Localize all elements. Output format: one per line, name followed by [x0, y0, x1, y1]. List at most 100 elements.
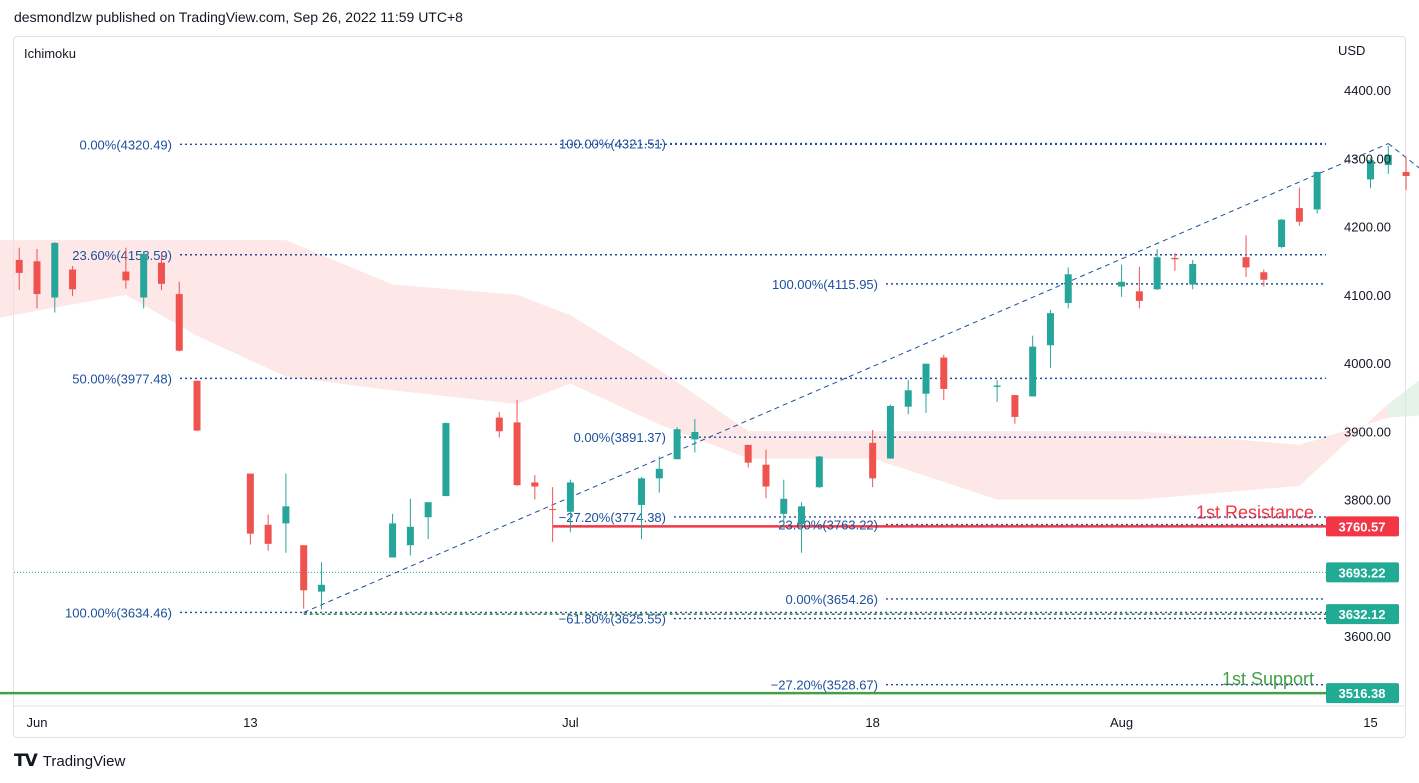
candle-body — [1046, 313, 1054, 346]
candle-up — [1064, 267, 1072, 309]
x-tick-label: 18 — [865, 715, 879, 730]
candle-down — [246, 473, 254, 545]
support-label: 1st Support — [1222, 669, 1314, 689]
fib-ext-aug-level-0-label: 0.00%(3891.37) — [573, 430, 666, 445]
candle-body — [175, 294, 183, 351]
candle-down — [122, 247, 130, 289]
candle-up — [51, 242, 59, 313]
candle-body — [869, 442, 877, 479]
candle-up — [1313, 171, 1321, 214]
candle-up — [1278, 218, 1286, 249]
candle-down — [15, 247, 23, 290]
cloud-segment — [197, 240, 286, 377]
cloud-segment — [659, 369, 749, 459]
cloud-segment — [285, 240, 393, 391]
candle-body — [246, 473, 254, 534]
candle-body — [780, 498, 788, 514]
candle-up — [406, 498, 414, 556]
candle-body — [1029, 346, 1037, 397]
candle-down — [762, 449, 770, 499]
fib-retracement-level-label: 0.00%(4320.49) — [79, 137, 172, 152]
candle-body — [140, 253, 148, 298]
candle-body — [904, 390, 912, 407]
candle-down — [869, 429, 877, 488]
candle-down — [193, 380, 201, 432]
price-badge: 3516.38 — [1326, 683, 1399, 704]
y-tick-label: 3900.00 — [1344, 424, 1391, 439]
x-tick-label: Jun — [27, 715, 48, 730]
candle-body — [940, 357, 948, 389]
candle-down — [1260, 269, 1268, 287]
candle-up — [140, 251, 148, 309]
price-badge-bg — [1326, 516, 1399, 537]
price-badge: 3632.12 — [1326, 604, 1399, 625]
fib-ext-sep-level-label: 0.00%(3654.26) — [785, 592, 878, 607]
y-tick-label: 4200.00 — [1344, 220, 1391, 235]
cloud-segment — [1139, 431, 1300, 500]
candle-body — [638, 478, 646, 505]
candle-body — [1402, 171, 1410, 176]
candle-down — [495, 412, 503, 438]
candle-down — [157, 253, 165, 290]
price-badge-value: 3516.38 — [1339, 686, 1386, 701]
y-tick-label: 3600.00 — [1344, 629, 1391, 644]
candle-up — [815, 455, 823, 488]
x-tick-label: 13 — [243, 715, 257, 730]
fib-retracement-level-label: 50.00%(3977.48) — [72, 371, 172, 386]
resistance-label: 1st Resistance — [1196, 502, 1314, 522]
cloud-segment — [392, 284, 518, 404]
candle-body — [922, 363, 930, 394]
cloud-segment — [872, 431, 998, 500]
y-tick-label: 4400.00 — [1344, 83, 1391, 98]
candle-body — [33, 261, 41, 295]
candle-down — [744, 444, 752, 468]
candle-down — [940, 354, 948, 400]
footer-brand[interactable]: 𝗧𝗩 TradingView — [14, 751, 125, 771]
footer-brand-label: TradingView — [42, 752, 126, 770]
candle-up — [638, 476, 646, 540]
candle-body — [549, 509, 557, 511]
candle-up — [691, 418, 699, 453]
candle-body — [1153, 257, 1161, 290]
fib-ext-sep-level-label: −27.20%(3528.67) — [771, 678, 878, 693]
candle-body — [655, 468, 663, 479]
candle-body — [157, 262, 165, 284]
price-badge-value: 3693.22 — [1339, 565, 1386, 580]
candle-body — [815, 456, 823, 488]
fib-ext-aug-level-neg61-label: −61.80%(3625.55) — [559, 612, 666, 627]
indicator-name: Ichimoku — [24, 46, 76, 61]
candle-body — [1384, 154, 1392, 166]
cloud-segment — [1388, 380, 1419, 418]
candle-body — [15, 259, 23, 273]
candle-down — [549, 487, 557, 542]
candle-down — [1402, 156, 1410, 191]
y-tick-label: 3800.00 — [1344, 493, 1391, 508]
candle-up — [922, 363, 930, 413]
candle-body — [389, 523, 397, 558]
time-axis: Jun13Jul18Aug15Sep19Oct17Nov — [14, 705, 1405, 730]
candle-body — [762, 464, 770, 487]
candle-up — [798, 502, 806, 553]
candle-body — [300, 545, 308, 591]
fib-retracement-level-label: 100.00%(3634.46) — [65, 605, 172, 620]
fib-ext-sep-level-label: 23.60%(3763.22) — [778, 518, 878, 533]
candle-up — [317, 562, 325, 610]
candle-down — [1135, 266, 1143, 309]
candle-up — [1046, 309, 1054, 368]
price-badge: 3760.57 — [1326, 516, 1399, 537]
fib-retracement-level-label: 23.60%(4158.59) — [72, 248, 172, 263]
cloud-segment — [517, 294, 571, 404]
cloud-segment — [0, 240, 126, 318]
candle-body — [442, 423, 450, 497]
candle-body — [1135, 291, 1143, 301]
cloud-segment — [748, 431, 873, 459]
candle-up — [1153, 249, 1161, 290]
candle-down — [69, 266, 77, 297]
chart-frame[interactable] — [13, 36, 1406, 738]
candle-body — [691, 431, 699, 440]
candle-body — [993, 385, 1001, 387]
candle-body — [1295, 208, 1303, 222]
fib-ext-sep-level-label: 100.00%(4115.95) — [772, 277, 878, 292]
cloud-segment — [997, 431, 1140, 500]
